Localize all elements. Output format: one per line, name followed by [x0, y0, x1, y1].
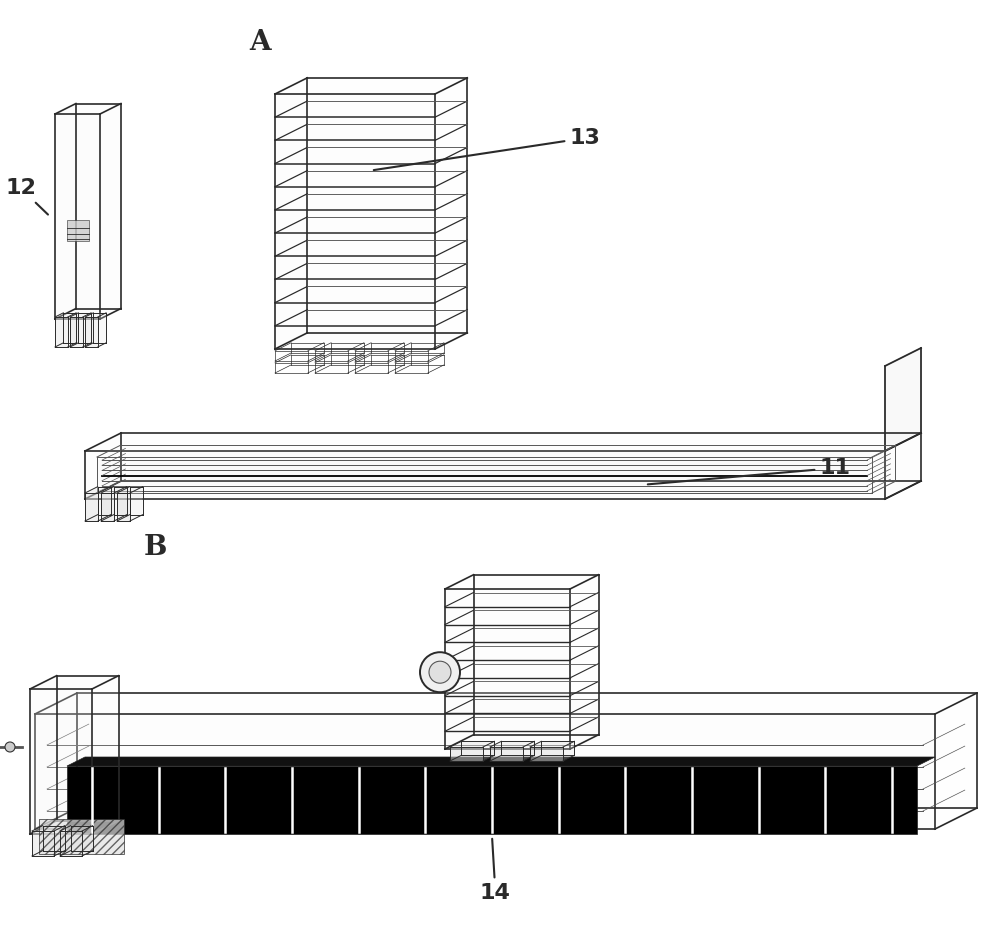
- Polygon shape: [100, 104, 121, 319]
- Polygon shape: [450, 742, 494, 747]
- Polygon shape: [490, 747, 523, 761]
- Polygon shape: [530, 747, 563, 761]
- Polygon shape: [98, 313, 106, 347]
- Polygon shape: [101, 487, 127, 493]
- Circle shape: [420, 652, 460, 692]
- Polygon shape: [117, 487, 143, 493]
- Polygon shape: [445, 574, 598, 589]
- Polygon shape: [935, 693, 977, 829]
- Polygon shape: [85, 451, 885, 499]
- Polygon shape: [85, 433, 921, 451]
- Polygon shape: [97, 457, 872, 493]
- Polygon shape: [35, 693, 977, 714]
- Polygon shape: [101, 493, 114, 521]
- Circle shape: [5, 742, 15, 752]
- Polygon shape: [885, 348, 921, 451]
- Polygon shape: [483, 742, 494, 761]
- Polygon shape: [563, 742, 574, 761]
- Polygon shape: [98, 487, 111, 521]
- Polygon shape: [114, 487, 127, 521]
- Polygon shape: [70, 313, 91, 317]
- Polygon shape: [55, 317, 68, 347]
- Polygon shape: [60, 831, 82, 856]
- Polygon shape: [30, 689, 92, 834]
- Polygon shape: [55, 114, 100, 319]
- Polygon shape: [82, 826, 93, 856]
- Text: 13: 13: [374, 128, 601, 170]
- Polygon shape: [435, 78, 467, 349]
- Polygon shape: [530, 742, 574, 747]
- Text: 11: 11: [648, 458, 851, 485]
- Polygon shape: [130, 487, 143, 521]
- Polygon shape: [55, 104, 121, 114]
- Circle shape: [429, 661, 451, 683]
- Polygon shape: [32, 826, 65, 831]
- Polygon shape: [450, 747, 483, 761]
- Polygon shape: [445, 589, 570, 749]
- Polygon shape: [85, 493, 98, 521]
- Polygon shape: [67, 757, 935, 766]
- Text: 12: 12: [5, 178, 48, 215]
- Polygon shape: [885, 433, 921, 499]
- Polygon shape: [30, 675, 119, 689]
- Polygon shape: [872, 446, 895, 493]
- Polygon shape: [275, 94, 435, 349]
- Polygon shape: [39, 819, 124, 854]
- Polygon shape: [35, 714, 935, 829]
- Polygon shape: [570, 574, 598, 749]
- Polygon shape: [32, 831, 54, 856]
- Polygon shape: [60, 826, 93, 831]
- Polygon shape: [54, 826, 65, 856]
- Polygon shape: [523, 742, 534, 761]
- Polygon shape: [490, 742, 534, 747]
- Polygon shape: [68, 313, 76, 347]
- Polygon shape: [83, 313, 91, 347]
- Text: 14: 14: [480, 839, 511, 903]
- Polygon shape: [92, 675, 119, 834]
- Polygon shape: [85, 317, 98, 347]
- Polygon shape: [85, 487, 111, 493]
- Text: A: A: [249, 29, 271, 56]
- Polygon shape: [67, 220, 89, 241]
- Polygon shape: [70, 317, 83, 347]
- Polygon shape: [97, 446, 895, 457]
- Polygon shape: [117, 493, 130, 521]
- Polygon shape: [85, 313, 106, 317]
- Polygon shape: [55, 313, 76, 317]
- Polygon shape: [67, 766, 917, 834]
- Text: B: B: [143, 534, 167, 561]
- Polygon shape: [275, 78, 467, 94]
